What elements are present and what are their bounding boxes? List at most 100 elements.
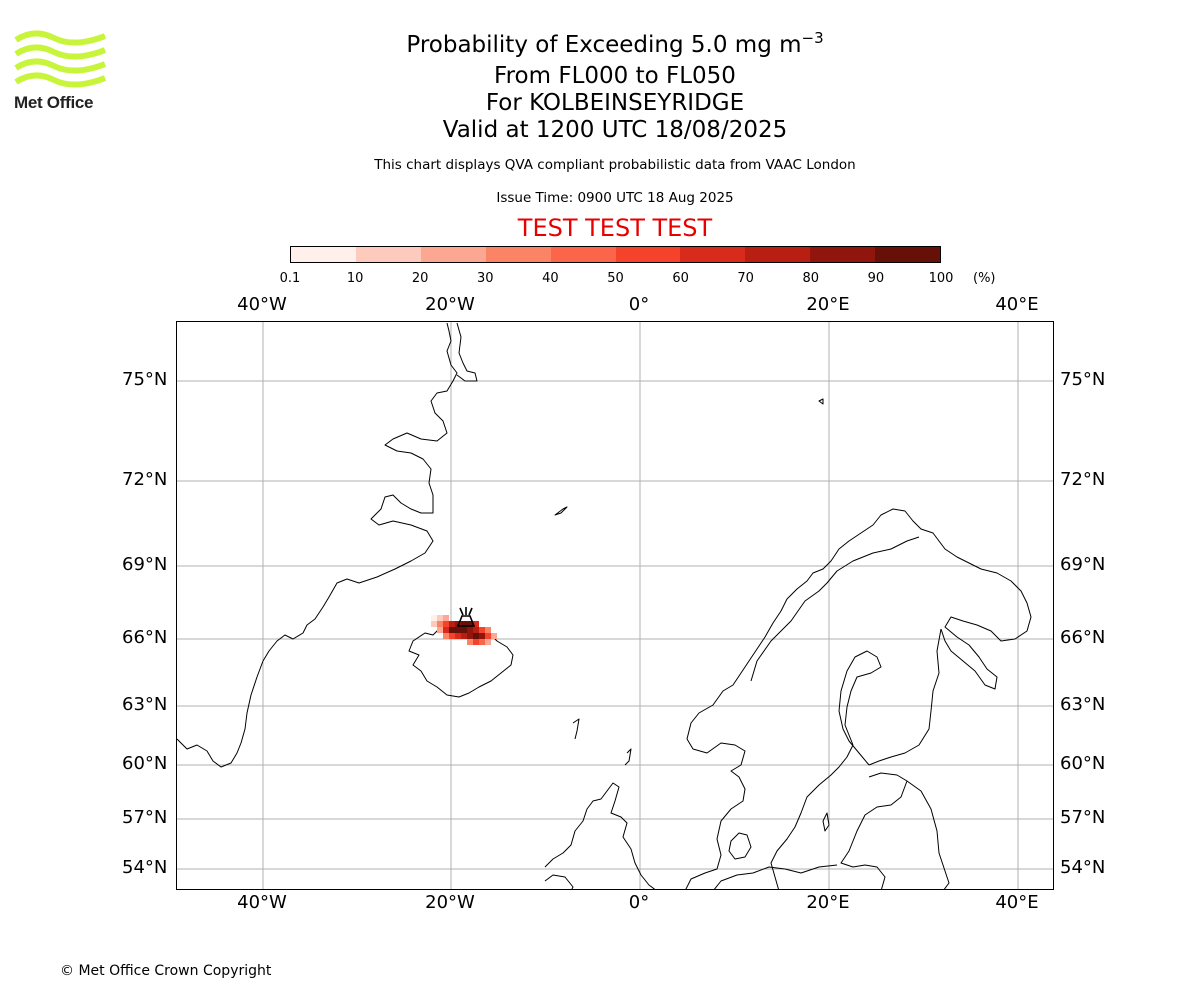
germany-coast [713,864,838,889]
ash-cell [467,627,473,633]
ash-probability-cells [431,615,497,645]
colorbar-swatch [355,247,421,262]
colorbar-tick-label: 90 [867,271,885,286]
colorbar-unit: (%) [973,271,996,286]
colorbar-swatch [875,247,941,262]
ash-cell [443,633,449,639]
map-panel[interactable] [176,321,1054,890]
latitude-label: 66°N [122,627,168,648]
ash-cell [473,627,479,633]
longitude-label: 0° [628,294,650,315]
ash-cell [467,621,473,627]
sweden-coast [770,744,854,889]
latitude-label: 60°N [122,753,168,774]
colorbar-swatch [420,247,486,262]
latitude-label: 72°N [1060,469,1106,490]
ash-cell [431,615,437,621]
latitude-label: 75°N [1060,369,1106,390]
latitude-label: 57°N [1060,807,1106,828]
latitude-label: 57°N [122,807,168,828]
ash-cell [449,621,455,627]
finland-border [868,628,942,766]
longitude-label: 0° [628,892,650,913]
gulf-of-bothnia [838,650,882,766]
issue-time: Issue Time: 0900 UTC 18 Aug 2025 [496,190,734,206]
colorbar-swatch [485,247,551,262]
norway-sweden-border [750,536,920,682]
longitude-label: 20°E [806,892,850,913]
ash-cell [473,639,479,645]
latitude-label: 60°N [1060,753,1106,774]
valid-time: Valid at 1200 UTC 18/08/2025 [442,117,788,143]
chart-title-main: Probability of Exceeding 5.0 mg m [406,32,802,58]
met-office-logo-icon [14,30,106,88]
russia-border [906,780,950,889]
ash-cell [491,633,497,639]
faroe-islands [572,718,580,740]
colorbar-swatch [745,247,811,262]
volcano-name: For KOLBEINSEYRIDGE [485,90,745,116]
ash-cell [485,633,491,639]
ash-cell [443,627,449,633]
greenland-island-north [456,322,478,382]
coastlines [177,322,1032,889]
ash-cell [485,639,491,645]
copyright-notice: © Met Office Crown Copyright [60,963,272,979]
colorbar-tick-label: 100 [928,271,954,286]
colorbar-tick-label: 80 [802,271,820,286]
scandinavia-coast [685,508,1032,889]
ash-cell [443,621,449,627]
test-banner: TEST TEST TEST [517,214,713,242]
colorbar-tick-label: 70 [737,271,754,286]
longitude-label: 20°E [806,294,850,315]
map-canvas[interactable] [177,322,1054,890]
estonia-baltics [840,772,908,889]
ash-cell [461,633,467,639]
ash-cell [461,621,467,627]
latitude-label: 69°N [1060,554,1106,575]
ash-cell [467,639,473,645]
flight-level-range: From FL000 to FL050 [494,63,736,89]
bear-island [818,398,824,405]
colorbar-swatch [550,247,616,262]
colorbar-swatch [680,247,746,262]
gotland [822,812,830,832]
ash-cell [461,627,467,633]
map-gridlines [177,322,1053,889]
longitude-label: 40°E [995,294,1039,315]
jan-mayen [554,506,568,516]
ash-cell [455,633,461,639]
latitude-label: 63°N [122,694,168,715]
latitude-label: 69°N [122,554,168,575]
colorbar-swatch [291,247,356,262]
ash-cell [479,633,485,639]
ash-cell [473,633,479,639]
ash-cell [449,633,455,639]
latitude-label: 72°N [122,469,168,490]
ash-cell [449,627,455,633]
colorbar-tick-label: 40 [542,271,559,286]
britain-coast [544,782,656,889]
longitude-label: 40°W [237,294,287,315]
ireland-coast [544,874,574,889]
ash-cell [437,621,443,627]
latitude-label: 75°N [122,369,168,390]
ash-cell [437,615,443,621]
probability-colorbar [290,246,941,263]
ash-cell [443,615,449,621]
colorbar-tick-label: 20 [411,271,429,286]
ash-cell [479,639,485,645]
longitude-label: 40°E [995,892,1039,913]
colorbar-tick-label: 60 [672,271,689,286]
ash-cell [431,621,437,627]
latitude-label: 54°N [122,857,168,878]
longitude-label: 20°W [425,892,475,913]
chart-title-exponent: −3 [801,29,824,47]
latitude-label: 54°N [1060,857,1106,878]
ash-cell [437,627,443,633]
greenland-coast [177,322,458,768]
shetland-islands [624,748,632,766]
chart-title: Probability of Exceeding 5.0 mg m−3 [0,31,1200,57]
met-office-logo-text: Met Office [14,93,94,112]
longitude-label: 20°W [425,294,475,315]
